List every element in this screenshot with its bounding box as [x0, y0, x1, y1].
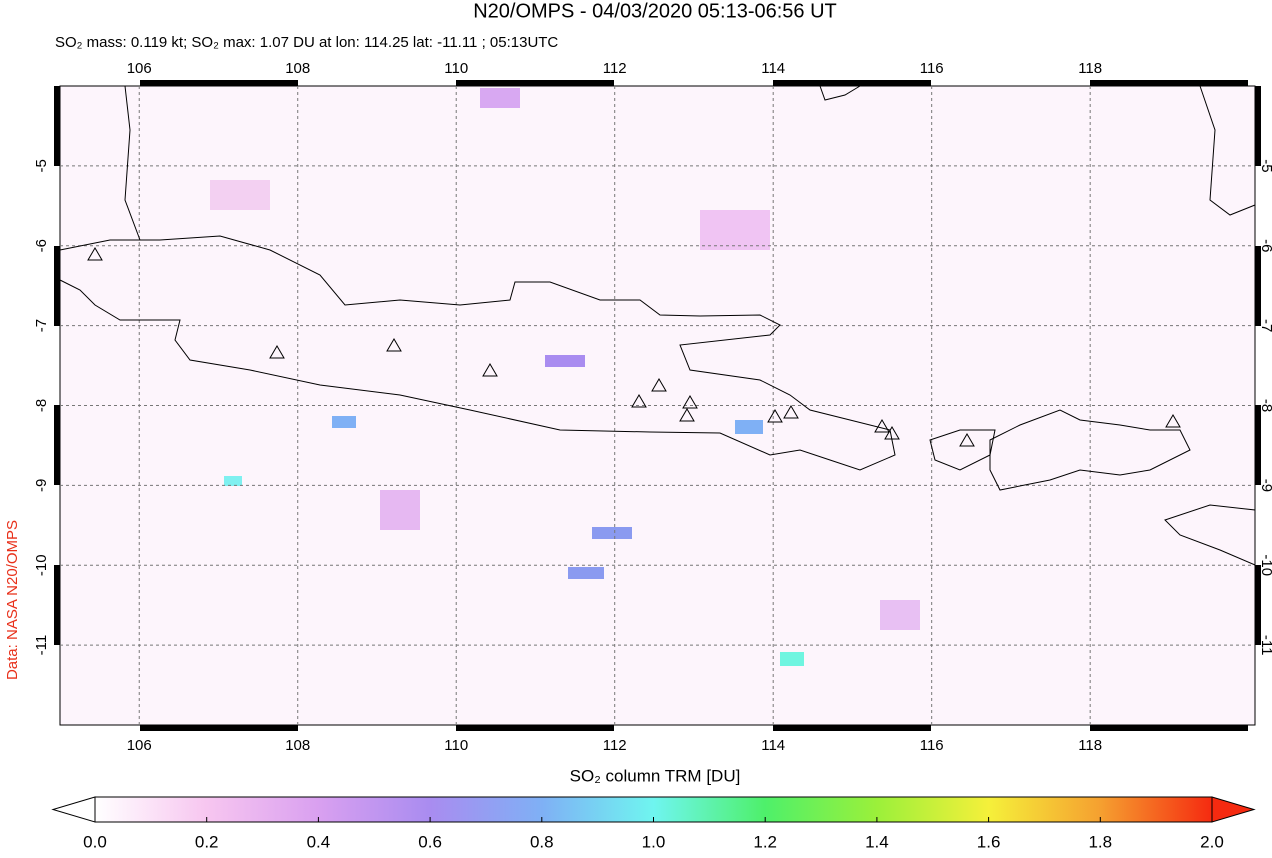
x-tick-label-top: 118	[1078, 60, 1102, 77]
colorbar-extend-low	[51, 796, 96, 823]
x-tick-label-top: 110	[444, 60, 468, 77]
y-tick-label: -11	[33, 635, 50, 656]
frame	[54, 80, 1261, 731]
subtitle: SO₂ mass: 0.119 kt; SO₂ max: 1.07 DU at …	[55, 34, 558, 51]
colorbar-tick-label: 0.4	[307, 832, 331, 851]
title: N20/OMPS - 04/03/2020 05:13-06:56 UT	[473, 0, 837, 22]
y-tick-label: -7	[33, 319, 50, 332]
colorbar-tick-label: 1.0	[642, 832, 666, 851]
x-tick-label-top: 116	[920, 60, 944, 77]
y-tick-label: -9	[33, 479, 50, 492]
x-tick-label: 108	[285, 737, 310, 754]
colorbar-tick-label: 0.2	[195, 832, 219, 851]
y-tick-label-right: -8	[1258, 399, 1272, 412]
y-tick-label-right: -11	[1258, 635, 1272, 656]
x-tick-label: 116	[920, 737, 944, 754]
volcano-markers	[87, 247, 1181, 447]
x-tick-label: 106	[127, 737, 152, 754]
x-tick-label: 110	[444, 737, 468, 754]
colorbar-label: SO₂ column TRM [DU]	[570, 766, 741, 785]
coastline	[59, 85, 1256, 566]
x-tick-label-top: 114	[761, 60, 785, 77]
colorbar-extend-high	[1211, 796, 1256, 823]
y-tick-label-right: -9	[1258, 479, 1272, 492]
y-tick-label-right: -6	[1258, 239, 1272, 252]
colorbar-tick-label: 1.2	[753, 832, 777, 851]
x-tick-label: 112	[603, 737, 627, 754]
y-tick-label-right: -7	[1258, 319, 1272, 332]
colorbar-tick-label: 2.0	[1200, 832, 1224, 851]
x-tick-label: 114	[761, 737, 785, 754]
colorbar-tick-label: 1.6	[977, 832, 1001, 851]
x-tick-label-top: 106	[127, 60, 152, 77]
y-tick-label: -10	[33, 554, 50, 576]
source-label: Data: NASA N20/OMPS	[4, 520, 21, 680]
x-tick-label-top: 108	[285, 60, 310, 77]
colorbar-tick-label: 1.8	[1088, 832, 1112, 851]
x-tick-label: 118	[1078, 737, 1102, 754]
y-tick-label-right: -10	[1258, 554, 1272, 576]
colorbar-tick-label: 0.0	[83, 832, 107, 851]
colorbar-tick-label: 1.4	[865, 832, 889, 851]
y-tick-label-right: -5	[1258, 159, 1272, 172]
x-tick-label-top: 112	[603, 60, 627, 77]
y-tick-label: -8	[33, 399, 50, 412]
swath-background	[210, 88, 920, 666]
y-tick-label: -5	[33, 159, 50, 172]
y-tick-label: -6	[33, 239, 50, 252]
colorbar-tick-label: 0.6	[418, 832, 442, 851]
colorbar-tick-label: 0.8	[530, 832, 554, 851]
